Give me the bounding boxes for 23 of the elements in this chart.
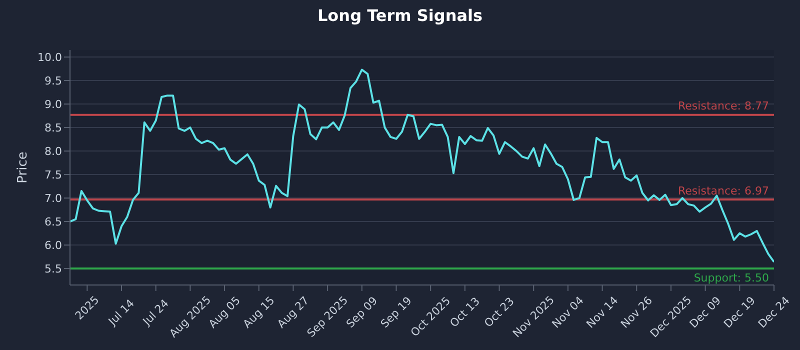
- y-tick-label: 10.0: [38, 50, 62, 64]
- ref-line-label: Resistance: 6.97: [678, 184, 769, 198]
- ref-line-label: Resistance: 8.77: [678, 100, 769, 113]
- x-tick-label: Aug 15: [240, 294, 278, 331]
- y-tick-label: 7.0: [44, 192, 62, 205]
- y-tick-label: 5.5: [44, 262, 62, 276]
- line-series: [70, 68, 774, 263]
- y-tick-label: 6.0: [44, 238, 62, 252]
- y-axis-title: Price: [16, 152, 31, 184]
- y-tick-label: 8.0: [44, 144, 62, 158]
- x-tick-label: Jul 24: [140, 296, 172, 329]
- x-tick-label: Nov 14: [584, 294, 621, 331]
- y-tick-label: 8.5: [44, 121, 62, 134]
- x-tick-label: Dec 24: [756, 294, 792, 331]
- y-tick-label: 6.5: [44, 215, 62, 228]
- y-tick-label: 9.0: [44, 98, 62, 111]
- chart-title: Long Term Signals: [316, 6, 484, 25]
- y-tick-label: 7.5: [44, 168, 62, 182]
- x-tick-label: Jul 14: [105, 296, 137, 329]
- ref-line-label: Support: 5.50: [694, 272, 769, 285]
- y-tick-label: 9.5: [44, 74, 62, 88]
- x-tick-label: Dec 19: [721, 294, 758, 331]
- x-tick-label: Oct 23: [482, 294, 517, 330]
